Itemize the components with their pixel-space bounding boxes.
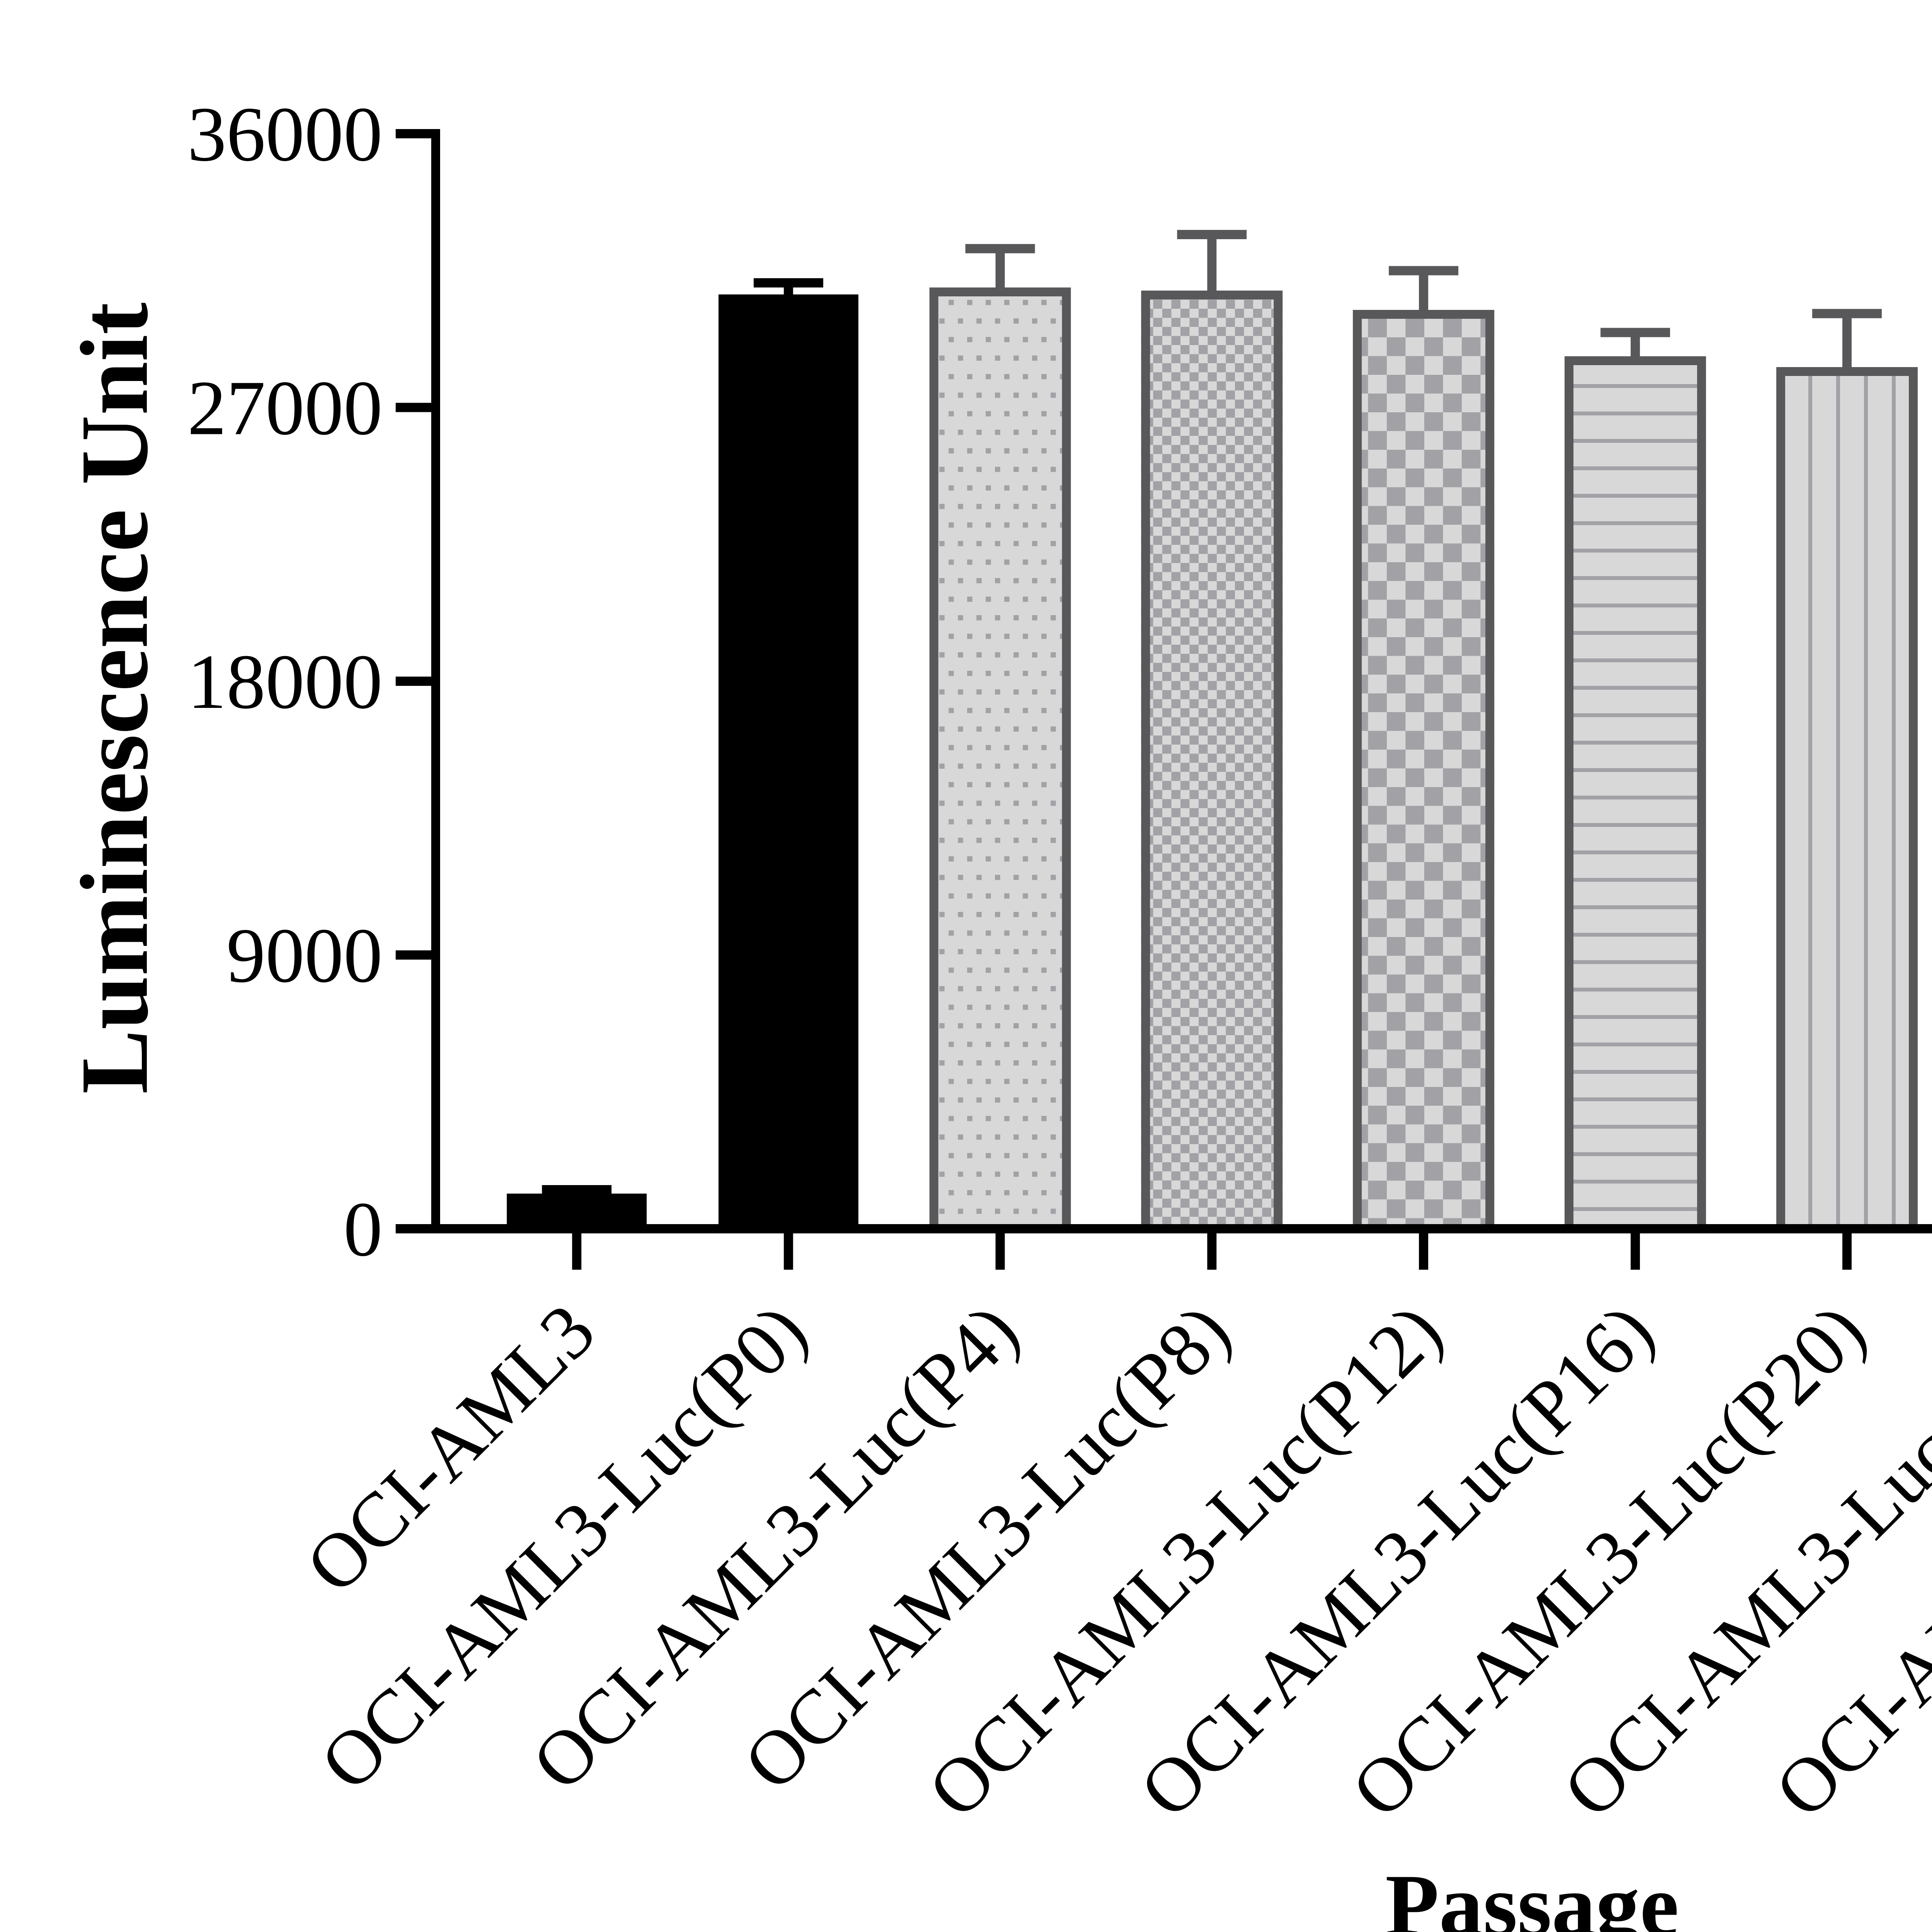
svg-text:9000: 9000 (226, 912, 383, 999)
svg-text:Luminescence Unit: Luminescence Unit (61, 303, 168, 1094)
svg-text:Passage: Passage (1385, 1857, 1679, 1932)
svg-text:0: 0 (344, 1186, 383, 1272)
svg-text:27000: 27000 (187, 365, 383, 451)
svg-text:18000: 18000 (187, 638, 383, 725)
svg-text:36000: 36000 (187, 91, 383, 177)
